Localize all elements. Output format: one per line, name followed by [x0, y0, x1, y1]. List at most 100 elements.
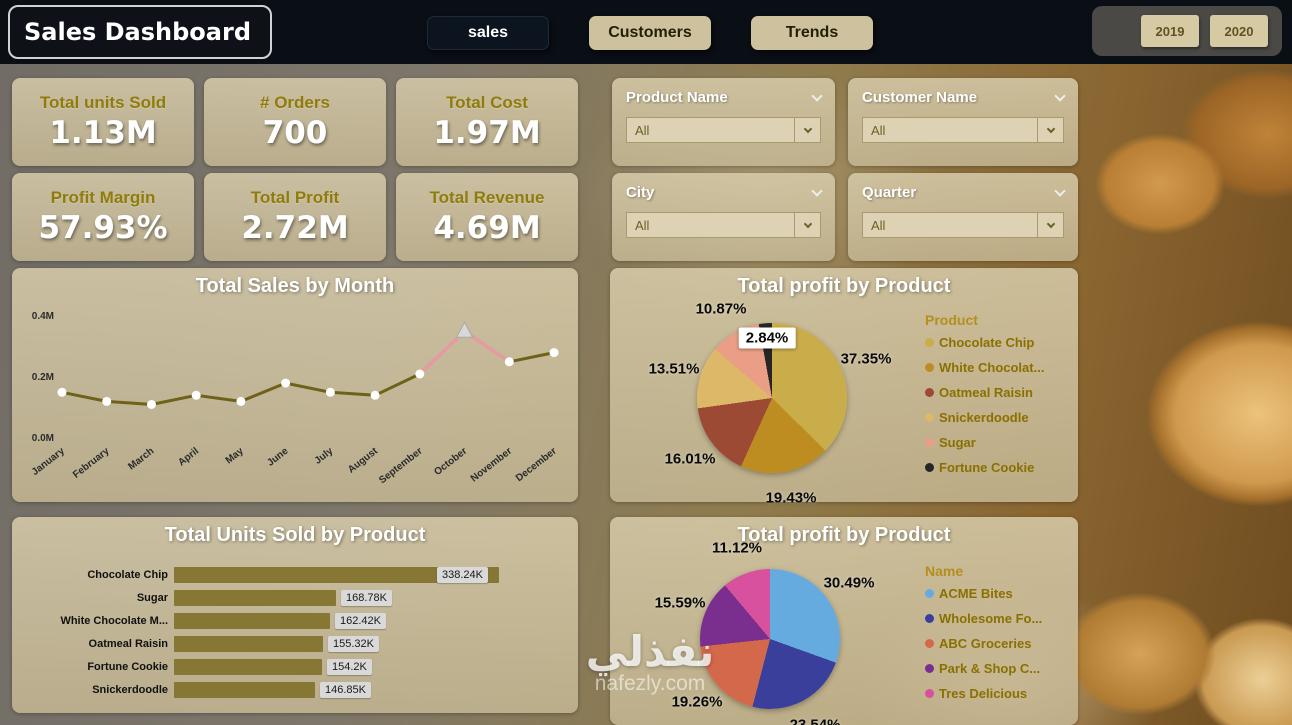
header: Sales Dashboard sales Customers Trends 201… — [0, 0, 1292, 64]
legend-item-tres-delicious[interactable]: Tres Delicious — [925, 685, 1085, 702]
filter-dropdown-city[interactable]: All — [626, 212, 821, 238]
filter-label: City — [626, 184, 655, 201]
bar-sugar[interactable] — [174, 589, 336, 606]
legend-item-label: ABC Groceries — [939, 636, 1032, 651]
kpi-card-total-units-sold[interactable]: Total units Sold 1.13M — [12, 78, 194, 166]
svg-text:March: March — [126, 446, 156, 473]
dropdown-selected-value: All — [871, 217, 886, 233]
chevron-down-icon[interactable] — [1054, 90, 1066, 102]
kpi-card-total-revenue[interactable]: Total Revenue 4.69M — [396, 173, 578, 261]
legend-item-sugar[interactable]: Sugar — [925, 434, 1085, 451]
legend-item-abc-groceries[interactable]: ABC Groceries — [925, 635, 1085, 652]
legend-dot-icon — [925, 614, 934, 623]
legend-item-label: ACME Bites — [939, 586, 1013, 601]
tab-trends[interactable]: Trends — [751, 16, 873, 50]
kpi-card-total-profit[interactable]: Total Profit 2.72M — [204, 173, 386, 261]
legend: Product Chocolate Chip White Chocolat... Oa… — [925, 312, 1085, 484]
legend-dot-icon — [925, 589, 934, 598]
kpi-card-total-cost[interactable]: Total Cost 1.97M — [396, 78, 578, 166]
kpi-card-orders[interactable]: # Orders 700 — [204, 78, 386, 166]
bar-row-chocolate-chip: Chocolate Chip 338.24K — [16, 563, 570, 586]
year-button-2020[interactable]: 2020 — [1210, 15, 1268, 47]
legend-item-chocolate-chip[interactable]: Chocolate Chip — [925, 334, 1085, 351]
legend-item-oatmeal-raisin[interactable]: Oatmeal Raisin — [925, 384, 1085, 401]
bar-chart: Chocolate Chip 338.24K Sugar 168.78K White C… — [12, 563, 578, 701]
page-tabs: sales Customers Trends — [427, 16, 873, 50]
chevron-down-icon[interactable] — [811, 90, 823, 102]
legend-item-wholesome-fo[interactable]: Wholesome Fo... — [925, 610, 1085, 627]
svg-text:October: October — [432, 446, 469, 478]
legend-item-label: Tres Delicious — [939, 686, 1028, 701]
bar-chocolate-chip[interactable] — [174, 566, 499, 583]
dropdown-open-button[interactable] — [1037, 118, 1063, 142]
legend-dot-icon — [925, 363, 934, 372]
svg-text:December: December — [514, 446, 559, 485]
filter-dropdown-quarter[interactable]: All — [862, 212, 1064, 238]
line-chart[interactable]: 0.0M 0.2M 0.4M January February March April May… — [12, 298, 578, 501]
dropdown-open-button[interactable] — [1037, 213, 1063, 237]
filter-label: Product Name — [626, 89, 728, 106]
svg-text:September: September — [377, 446, 425, 487]
bar-white-chocolate-m[interactable] — [174, 612, 330, 629]
chevron-down-icon — [1046, 219, 1055, 228]
pie-chart-profit-by-customer-card[interactable]: Total profit by Product 30.49% 23.54% 19.2… — [610, 517, 1078, 725]
legend-item-white-chocolat[interactable]: White Chocolat... — [925, 359, 1085, 376]
pie-slice-label-park-shop-c: 15.59% — [654, 594, 706, 612]
bar-value-label: 155.32K — [328, 635, 379, 652]
bar-oatmeal-raisin[interactable] — [174, 635, 323, 652]
kpi-grid: Total units Sold 1.13M # Orders 700 Total Co… — [12, 78, 578, 261]
filter-header: Customer Name — [862, 89, 1066, 106]
bar-row-snickerdoodle: Snickerdoodle 146.85K — [16, 678, 570, 701]
year-button-2019[interactable]: 2019 — [1141, 15, 1199, 47]
bar-row-sugar: Sugar 168.78K — [16, 586, 570, 609]
legend-item-fortune-cookie[interactable]: Fortune Cookie — [925, 459, 1085, 476]
chevron-down-icon[interactable] — [1054, 185, 1066, 197]
pie-slice-label-sugar: 10.87% — [695, 300, 747, 318]
pie-name-disc[interactable] — [700, 569, 840, 709]
bar-snickerdoodle[interactable] — [174, 681, 315, 698]
svg-text:0.0M: 0.0M — [32, 433, 54, 444]
pie-chart-profit-by-product-card[interactable]: Total profit by Product 37.35% 19.43% 16.0… — [610, 268, 1078, 507]
svg-text:June: June — [265, 445, 291, 468]
pie-chart-customer: 30.49% 23.54% 19.26% 15.59% 11.12% Name ACME B… — [610, 540, 1078, 725]
dropdown-open-button[interactable] — [794, 118, 820, 142]
bar-fortune-cookie[interactable] — [174, 658, 322, 675]
line-chart-title: Total Sales by Month — [195, 275, 395, 297]
svg-text:February: February — [71, 445, 112, 480]
bar-row-white-chocolate-m: White Chocolate M... 162.42K — [16, 609, 570, 632]
kpi-value: 700 — [262, 115, 328, 151]
legend-item-park-shop-c[interactable]: Park & Shop C... — [925, 660, 1085, 677]
filter-card-product-name: Product Name All — [612, 78, 835, 166]
kpi-value: 2.72M — [241, 210, 349, 246]
legend-dot-icon — [925, 338, 934, 347]
kpi-card-profit-margin[interactable]: Profit Margin 57.93% — [12, 173, 194, 261]
tab-customers[interactable]: Customers — [589, 16, 711, 50]
legend: Name ACME Bites Wholesome Fo... ABC Groceri… — [925, 563, 1085, 710]
pie1-chart-title: Total profit by Product — [737, 275, 951, 297]
bar-value-label: 146.85K — [320, 681, 371, 698]
svg-text:May: May — [224, 445, 246, 466]
bar-row-fortune-cookie: Fortune Cookie 154.2K — [16, 655, 570, 678]
bar-chart-card[interactable]: Total Units Sold by Product Chocolate Ch… — [12, 517, 578, 713]
legend-dot-icon — [925, 664, 934, 673]
bar-chart-title: Total Units Sold by Product — [164, 524, 426, 546]
pie-slice-label-acme-bites: 30.49% — [823, 574, 875, 592]
dropdown-open-button[interactable] — [794, 213, 820, 237]
pie-slice-label-fortune-cookie: 2.84% — [738, 327, 796, 349]
filter-dropdown-customer-name[interactable]: All — [862, 117, 1064, 143]
bar-category-label: White Chocolate M... — [60, 614, 168, 627]
bar-category-label: Fortune Cookie — [87, 660, 168, 673]
chevron-down-icon[interactable] — [811, 185, 823, 197]
filter-card-customer-name: Customer Name All — [848, 78, 1078, 166]
legend-item-acme-bites[interactable]: ACME Bites — [925, 585, 1085, 602]
filter-dropdown-product-name[interactable]: All — [626, 117, 821, 143]
legend-item-label: Oatmeal Raisin — [939, 385, 1033, 400]
chevron-down-icon — [803, 219, 812, 228]
bar-track: 154.2K — [174, 658, 570, 675]
legend-dot-icon — [925, 689, 934, 698]
bar-track: 155.32K — [174, 635, 570, 652]
line-chart-card[interactable]: Total Sales by Month 0.0M 0.2M 0.4M January… — [12, 268, 578, 502]
tab-sales[interactable]: sales — [427, 16, 549, 50]
kpi-label: Profit Margin — [50, 188, 156, 207]
legend-item-snickerdoodle[interactable]: Snickerdoodle — [925, 409, 1085, 426]
